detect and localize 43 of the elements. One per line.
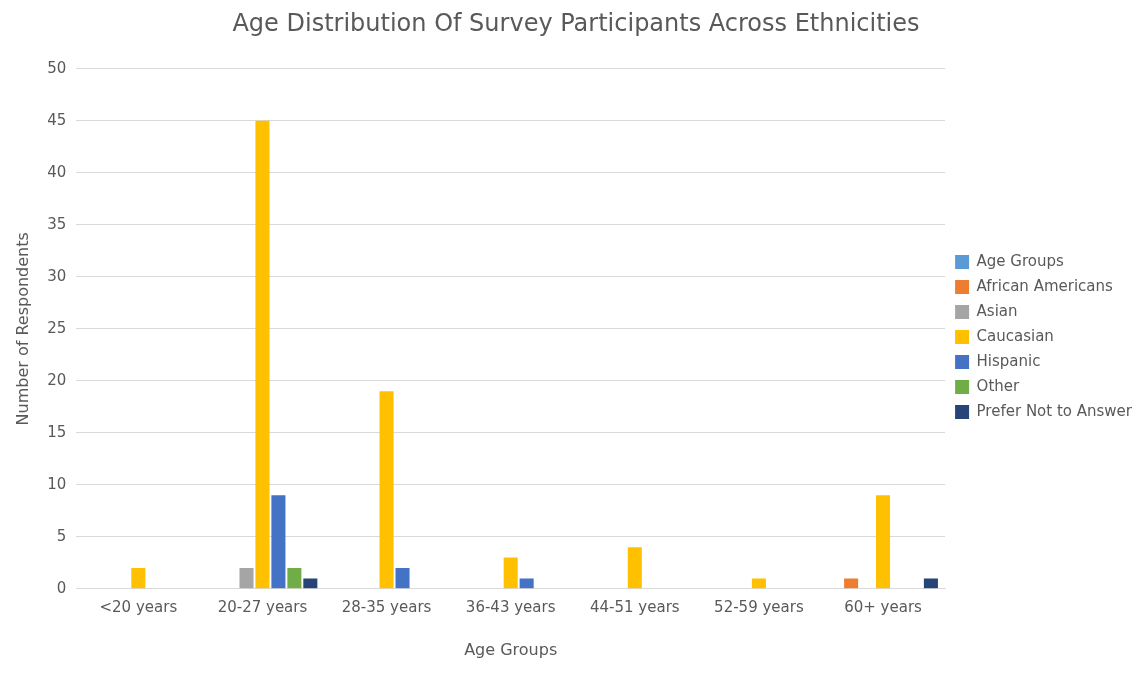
y-tick-label: 10 <box>47 474 67 493</box>
bar <box>255 120 270 589</box>
x-tick-label: 28-35 years <box>341 597 432 616</box>
bar <box>271 495 286 589</box>
y-tick-label: 15 <box>47 422 67 441</box>
y-tick-label: 20 <box>47 370 67 389</box>
legend-label: Other <box>976 376 1021 395</box>
bar <box>303 578 318 589</box>
bar <box>923 578 938 589</box>
bar <box>844 578 859 589</box>
legend-label: Caucasian <box>976 326 1054 345</box>
bar <box>503 557 518 589</box>
x-axis-title: Age Groups <box>464 639 558 659</box>
bar <box>131 568 146 589</box>
bar <box>287 568 302 589</box>
y-tick-label: 45 <box>47 110 67 129</box>
y-tick-label: 50 <box>47 58 67 77</box>
y-tick-label: 25 <box>47 318 67 337</box>
legend-label: Hispanic <box>976 351 1041 370</box>
y-tick-label: 0 <box>56 578 67 597</box>
bar <box>876 495 891 589</box>
x-tick-label: 20-27 years <box>217 597 308 616</box>
chart-title: Age Distribution Of Survey Participants Across Ethnicities <box>232 8 920 37</box>
legend-label: African Americans <box>976 276 1114 295</box>
y-axis-title: Number of Respondents <box>12 232 32 426</box>
x-tick-label: 36-43 years <box>465 597 556 616</box>
x-tick-label: 60+ years <box>844 597 923 616</box>
legend-label: Asian <box>976 301 1018 320</box>
x-tick-label: <20 years <box>99 597 178 616</box>
y-tick-label: 30 <box>47 266 67 285</box>
bar <box>395 568 410 589</box>
x-tick-label: 44-51 years <box>589 597 680 616</box>
bar <box>627 547 642 589</box>
bar <box>379 391 394 589</box>
x-tick-label: 52-59 years <box>714 597 804 616</box>
y-tick-label: 5 <box>56 526 67 545</box>
bar <box>751 578 766 589</box>
bar <box>239 568 254 589</box>
legend-label: Prefer Not to Answer <box>976 401 1133 420</box>
y-tick-label: 35 <box>47 214 67 233</box>
legend-label: Age Groups <box>976 251 1065 270</box>
y-tick-label: 40 <box>47 162 67 181</box>
bar <box>519 578 534 589</box>
